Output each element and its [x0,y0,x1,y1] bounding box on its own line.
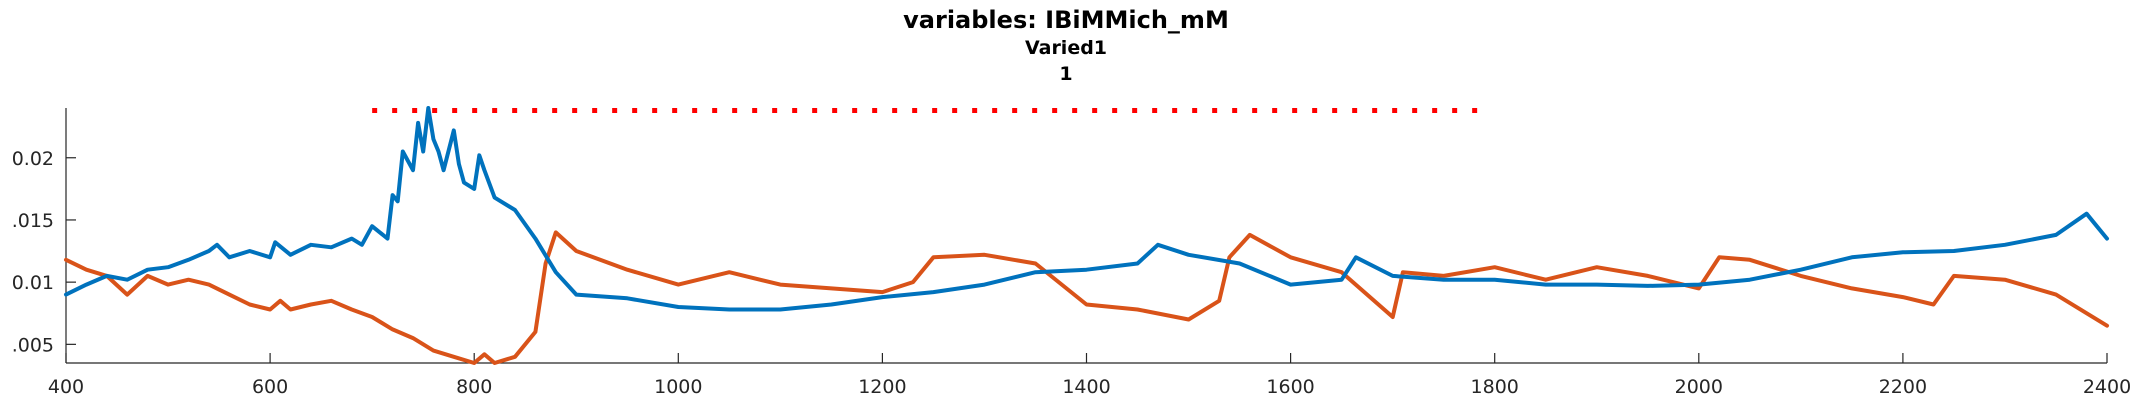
y-tick-label: .015 [12,210,54,232]
x-tick-label: 800 [456,376,492,398]
y-axis-ticks: .005 0.01 .015 0.02 [12,148,76,356]
axes [65,108,2107,364]
chart-subtitle-1: Varied1 [1025,37,1107,59]
series-line-2 [64,230,2109,365]
chart-subtitle-2: 1 [1059,63,1072,85]
x-axis-ticks: 400 600 800 1000 1200 1400 1600 1800 2000 2200 240… [48,353,2131,398]
x-tick-label: 1000 [654,376,702,398]
x-tick-label: 1600 [1266,376,1314,398]
x-tick-label: 2000 [1675,376,1723,398]
x-tick-label: 600 [252,376,288,398]
plot-area [64,106,2109,365]
x-tick-label: 2200 [1879,376,1927,398]
x-tick-label: 1200 [858,376,906,398]
x-tick-label: 2400 [2083,376,2131,398]
x-tick-label: 1400 [1062,376,1110,398]
series-line-1 [64,106,2109,312]
x-tick-label: 1800 [1471,376,1519,398]
y-tick-label: .005 [12,334,54,356]
chart-title: variables: IBiMMich_mM [903,6,1229,34]
y-tick-label: 0.02 [12,148,54,170]
y-tick-label: 0.01 [12,272,54,294]
x-tick-label: 400 [48,376,84,398]
